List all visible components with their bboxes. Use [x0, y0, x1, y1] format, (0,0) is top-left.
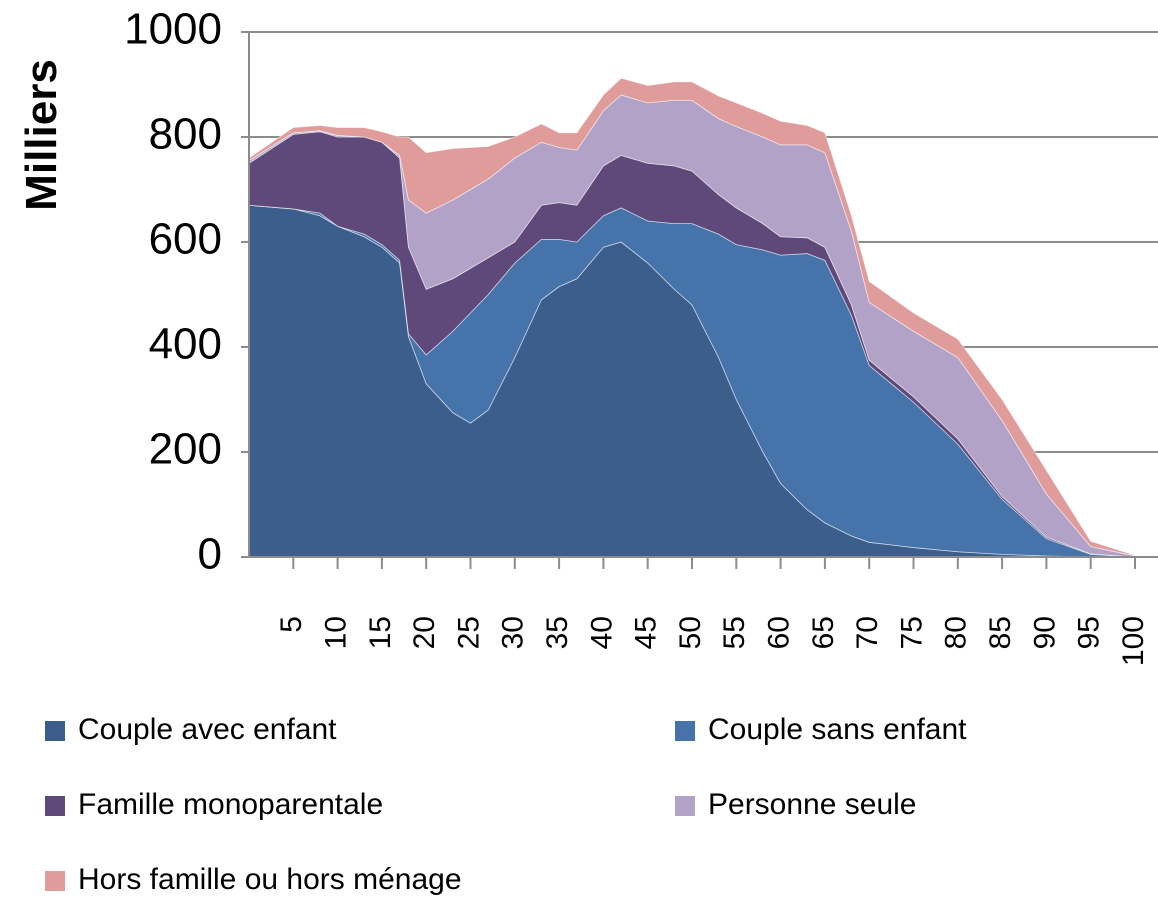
x-tick-label: 55 — [718, 616, 751, 649]
x-tick-label: 25 — [452, 616, 485, 649]
y-tick-label: 400 — [149, 320, 222, 369]
x-tick-label: 80 — [940, 616, 973, 649]
x-tick-label: 90 — [1028, 616, 1061, 649]
x-tick-label: 65 — [807, 616, 840, 649]
x-tick-label: 10 — [320, 616, 353, 649]
legend-swatch — [45, 871, 65, 891]
y-tick-label: 0 — [198, 530, 222, 579]
area — [248, 77, 1136, 557]
legend-label: Couple sans enfant — [708, 713, 967, 746]
legend-swatch — [45, 796, 65, 816]
y-tick-label: 1000 — [124, 5, 222, 54]
x-tick-label: 75 — [895, 616, 928, 649]
x-tick-label: 85 — [984, 616, 1017, 649]
y-tick-label: 200 — [149, 425, 222, 474]
legend-swatch — [675, 796, 695, 816]
x-tick-label: 35 — [541, 616, 574, 649]
legend-swatch — [45, 721, 65, 741]
x-tick-label: 30 — [497, 616, 530, 649]
x-tick-label: 50 — [674, 616, 707, 649]
legend-label: Hors famille ou hors ménage — [78, 863, 462, 896]
x-tick-label: 15 — [364, 616, 397, 649]
x-tick-label: 40 — [585, 616, 618, 649]
x-tick-label: 60 — [763, 616, 796, 649]
x-tick-label: 45 — [630, 616, 663, 649]
x-tick-label: 5 — [275, 616, 308, 633]
y-tick-label: 600 — [149, 215, 222, 264]
legend-swatch — [675, 721, 695, 741]
x-tick-label: 95 — [1073, 616, 1106, 649]
legend-label: Famille monoparentale — [78, 788, 383, 821]
y-tick-label: 800 — [149, 110, 222, 159]
legend-label: Personne seule — [708, 788, 916, 821]
x-tick-label: 100 — [1117, 616, 1150, 666]
x-tick-label: 70 — [851, 616, 884, 649]
x-tick-label: 20 — [408, 616, 441, 649]
legend-label: Couple avec enfant — [78, 713, 337, 746]
y-axis-label: Milliers — [17, 59, 66, 211]
